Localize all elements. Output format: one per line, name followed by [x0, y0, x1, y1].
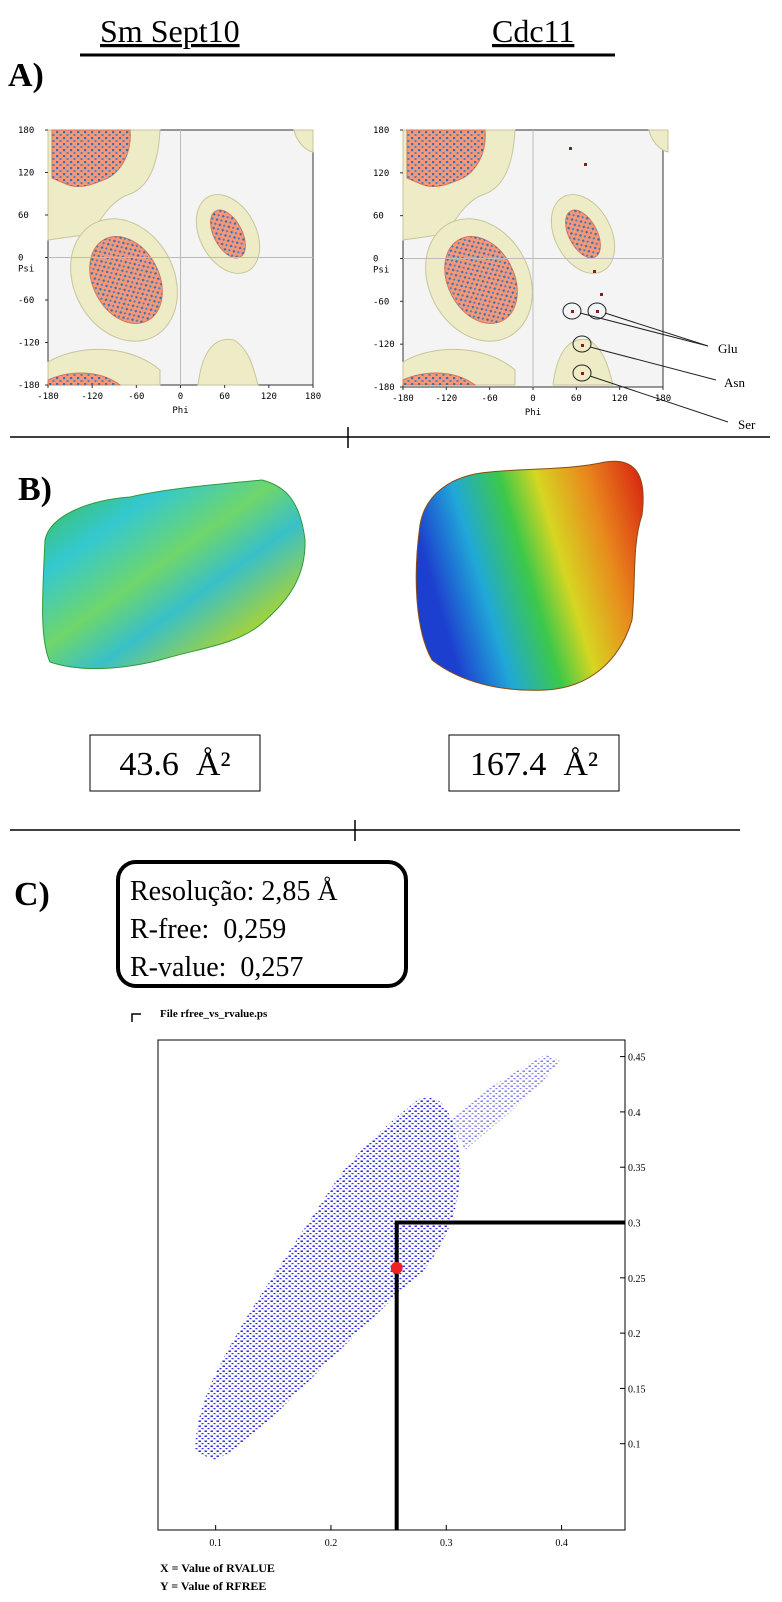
y-tick-label: 120 [373, 169, 389, 179]
outlier-callouts [562, 302, 729, 423]
y-tick-label: 60 [373, 212, 384, 222]
x-tick-label: -60 [482, 394, 498, 404]
stats-line: Resolução: 2,85 Å [130, 876, 338, 907]
stats-box [116, 860, 408, 988]
x-tick-label: 0.4 [555, 1538, 568, 1549]
stats-line: R-free: 0,259 [130, 914, 286, 945]
y-axis-label: Psi [18, 265, 34, 275]
scatter-chart: 0.1 0.2 0.3 0.4 0.1 0.15 0.2 0.25 0.3 0.35 0.4 0.45 [157, 1039, 646, 1549]
y-tick-label: 180 [18, 126, 34, 136]
y-tick-label: 0.3 [628, 1219, 641, 1230]
point-cloud [450, 1055, 560, 1150]
x-tick-label: -180 [392, 394, 414, 404]
protein-surface [415, 460, 644, 691]
ramachandran-plot [47, 129, 314, 386]
x-tick-label: 0.2 [325, 1538, 338, 1549]
y-tick-label: -120 [373, 340, 395, 350]
x-tick-label: -60 [128, 392, 144, 402]
y-tick-label: -60 [373, 297, 389, 307]
outlier-residues [569, 147, 603, 375]
panel-label: B) [18, 471, 52, 508]
y-tick-label: 0.25 [628, 1274, 646, 1285]
panel-label: C) [14, 876, 50, 913]
x-axis-label: Phi [172, 406, 188, 416]
x-tick-label: -120 [435, 394, 457, 404]
y-tick-label: 0.1 [628, 1440, 641, 1451]
y-tick-label: -180 [18, 381, 40, 391]
y-tick-label: 0.15 [628, 1384, 646, 1395]
x-tick-label: 60 [571, 394, 582, 404]
x-tick-label: 0 [530, 394, 535, 404]
y-tick-label: 60 [18, 211, 29, 221]
point [390, 1261, 403, 1274]
y-tick-label: 0.45 [628, 1053, 646, 1064]
y-tick-label: 0 [18, 254, 23, 264]
protein-surface [42, 479, 306, 670]
chart-title: File rfree_vs_rvalue.ps [160, 1008, 268, 1020]
residue-annotation: Ser [738, 417, 756, 432]
x-tick-label: 180 [305, 392, 321, 402]
right-title: Cdc11 [492, 13, 574, 49]
y-axis-label: Psi [373, 266, 389, 276]
window-corner [131, 1013, 141, 1022]
x-tick-label: -180 [37, 392, 59, 402]
ramachandran-plot [402, 129, 669, 388]
x-axis-label: Phi [525, 408, 541, 418]
b-factor-value: 167.4 Å² [470, 746, 598, 783]
x-axis-label: X = Value of RVALUE [160, 1561, 275, 1575]
y-tick-label: -60 [18, 296, 34, 306]
x-tick-label: 0.1 [209, 1538, 222, 1549]
y-tick-label: 120 [18, 169, 34, 179]
y-tick-label: -180 [373, 383, 395, 393]
panel-label: A) [8, 57, 44, 94]
left-title: Sm Sept10 [100, 13, 240, 49]
x-tick-label: 120 [612, 394, 628, 404]
y-tick-label: -120 [18, 339, 40, 349]
guide-line [394, 1220, 625, 1530]
residue-annotation: Glu [718, 341, 738, 356]
value-box [89, 734, 261, 792]
x-tick-label: -120 [81, 392, 103, 402]
x-tick-label: 0.3 [440, 1538, 453, 1549]
y-tick-label: 0 [373, 255, 378, 265]
stats-line: R-value: 0,257 [130, 952, 303, 983]
x-tick-label: 0 [178, 392, 183, 402]
y-tick-label: 0.35 [628, 1163, 646, 1174]
b-factor-value: 43.6 Å² [119, 746, 230, 783]
residue-annotation: Asn [724, 375, 745, 390]
value-box [448, 734, 620, 792]
x-tick-label: 180 [655, 394, 671, 404]
y-tick-label: 0.4 [628, 1108, 641, 1119]
y-axis-label: Y = Value of RFREE [160, 1579, 266, 1593]
point-cloud [195, 1096, 461, 1460]
x-tick-label: 120 [261, 392, 277, 402]
y-tick-label: 180 [373, 126, 389, 136]
x-tick-label: 60 [219, 392, 230, 402]
y-tick-label: 0.2 [628, 1329, 641, 1340]
